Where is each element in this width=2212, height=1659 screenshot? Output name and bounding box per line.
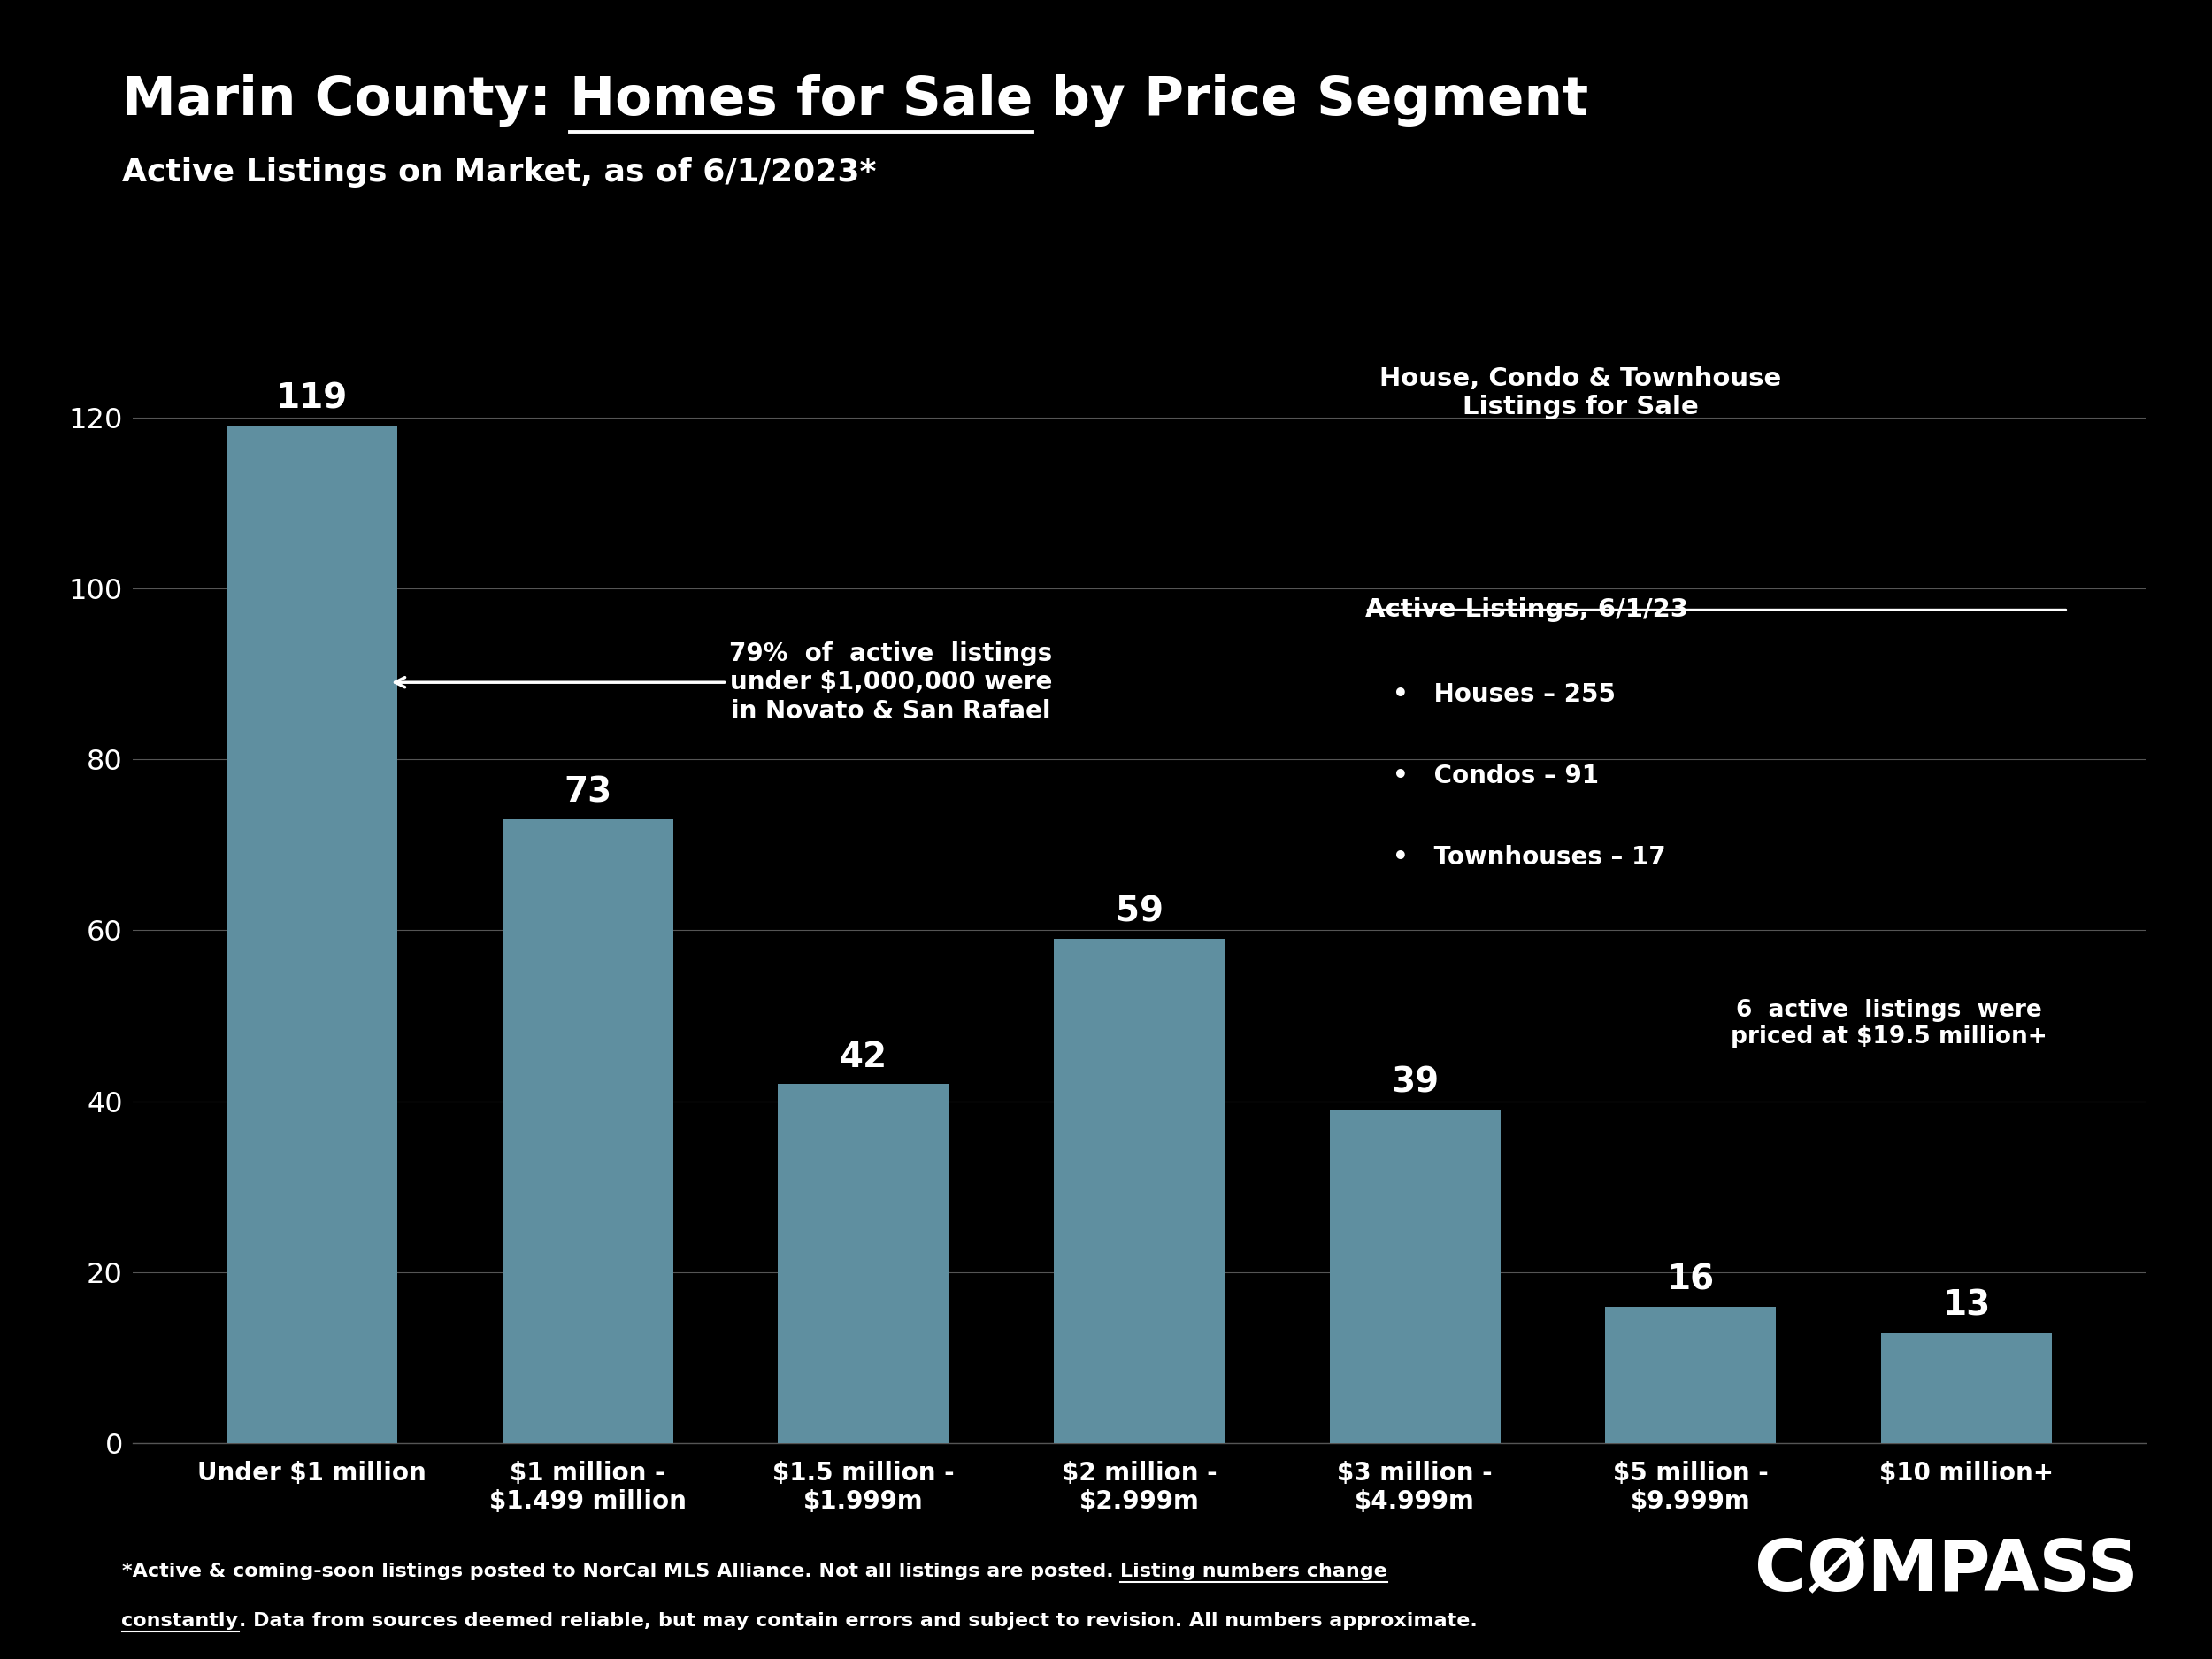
Bar — [226, 426, 398, 1443]
Text: Listing numbers change: Listing numbers change — [1119, 1563, 1387, 1581]
Bar — [502, 820, 672, 1443]
Text: House, Condo & Townhouse
Listings for Sale: House, Condo & Townhouse Listings for Sa… — [1380, 367, 1781, 420]
Text: 13: 13 — [1942, 1289, 1991, 1322]
Text: CØMPASS: CØMPASS — [1754, 1536, 2139, 1606]
Text: 42: 42 — [841, 1040, 887, 1073]
Text: Homes for Sale: Homes for Sale — [571, 75, 1033, 126]
Text: Active Listings, 6/1/23: Active Listings, 6/1/23 — [1365, 597, 1688, 622]
Bar — [779, 1085, 949, 1443]
Bar — [1053, 939, 1225, 1443]
Bar — [1329, 1110, 1500, 1443]
Text: 6  active  listings  were
priced at $19.5 million+: 6 active listings were priced at $19.5 m… — [1732, 999, 2048, 1048]
Text: . Data from sources deemed reliable, but may contain errors and subject to revis: . Data from sources deemed reliable, but… — [239, 1613, 1478, 1631]
Text: by Price Segment: by Price Segment — [1033, 75, 1588, 126]
Bar — [1880, 1332, 2053, 1443]
Text: 79%  of  active  listings
under $1,000,000 were
in Novato & San Rafael: 79% of active listings under $1,000,000 … — [396, 642, 1053, 723]
Text: 59: 59 — [1115, 894, 1164, 929]
Text: *Active & coming-soon listings posted to NorCal MLS Alliance. Not all listings a: *Active & coming-soon listings posted to… — [122, 1563, 1119, 1581]
Text: constantly: constantly — [122, 1613, 239, 1631]
Text: •   Condos – 91: • Condos – 91 — [1394, 763, 1599, 788]
Text: Active Listings on Market, as of 6/1/2023*: Active Listings on Market, as of 6/1/202… — [122, 158, 876, 187]
Text: •   Townhouses – 17: • Townhouses – 17 — [1394, 844, 1666, 869]
Text: 39: 39 — [1391, 1067, 1438, 1100]
Text: 73: 73 — [564, 775, 613, 810]
Text: 119: 119 — [276, 382, 347, 416]
Text: 16: 16 — [1666, 1262, 1714, 1296]
Text: Marin County:: Marin County: — [122, 75, 571, 126]
Text: •   Houses – 255: • Houses – 255 — [1394, 682, 1615, 707]
Bar — [1606, 1307, 1776, 1443]
